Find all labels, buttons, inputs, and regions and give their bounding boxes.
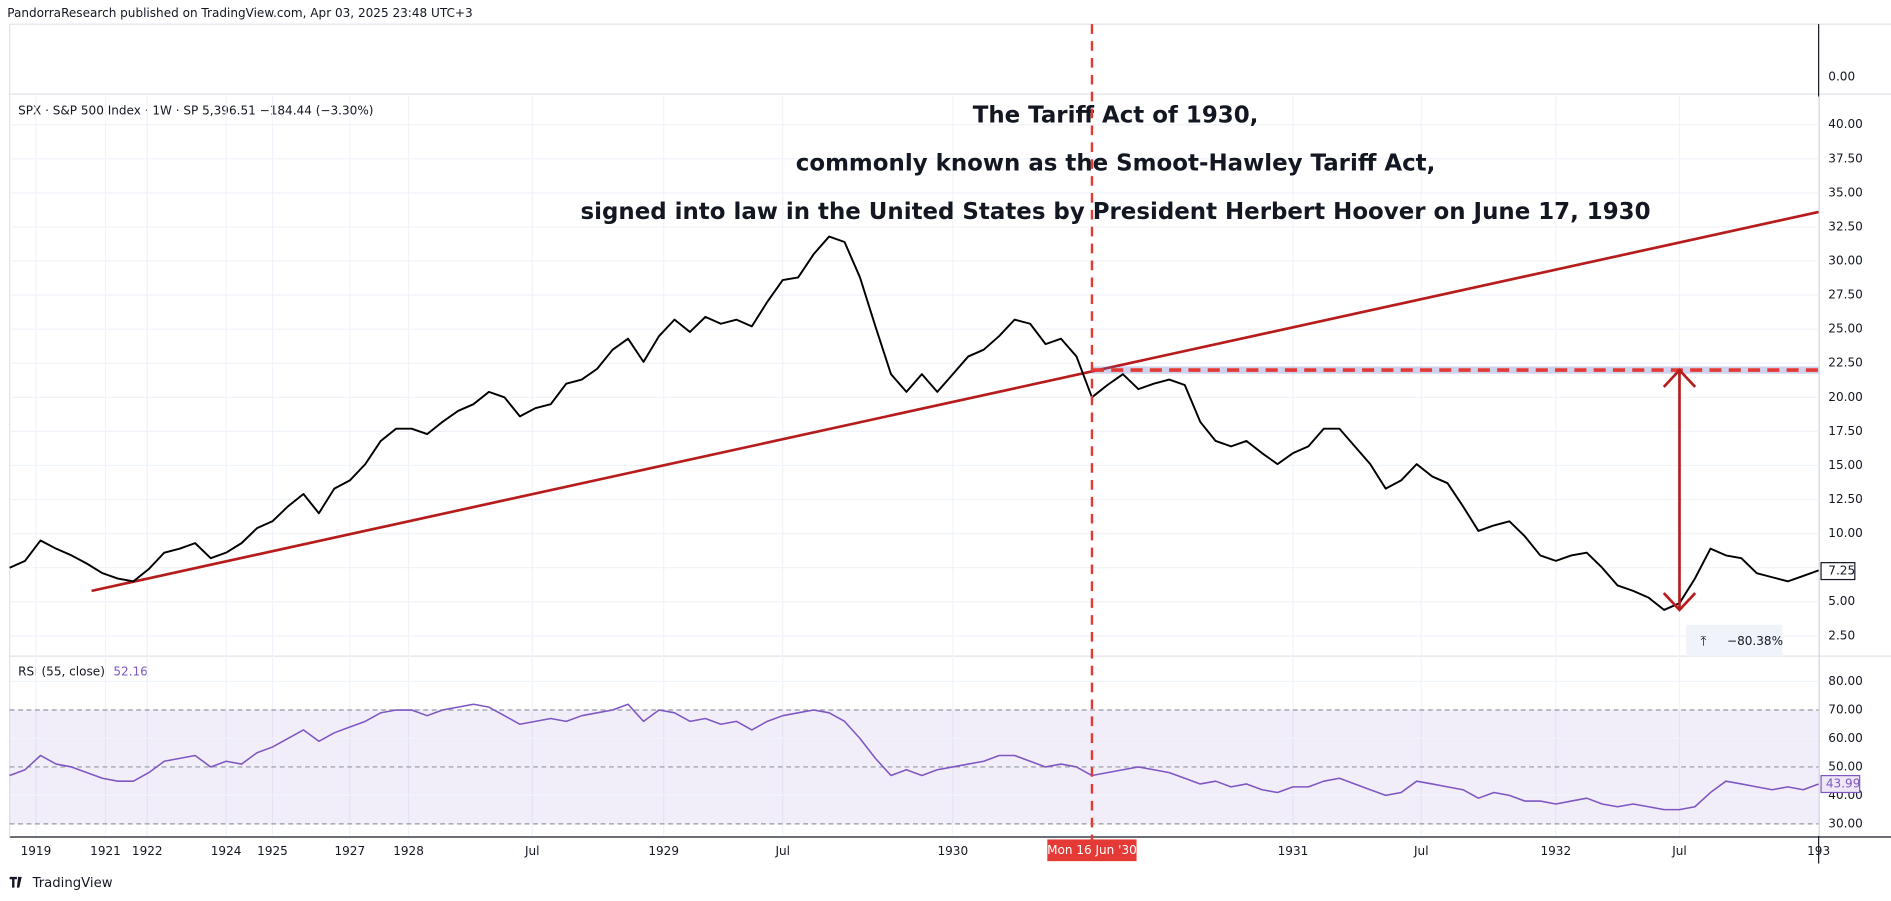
trendline (91, 210, 1819, 593)
y-tick-label: 5.00 (1828, 594, 1855, 608)
x-tick-label: 1927 (334, 844, 365, 858)
rsi-current: 52.16 (113, 664, 148, 678)
y-tick-label: 32.50 (1828, 219, 1862, 233)
x-tick-label: Jul (1413, 844, 1429, 858)
date-marker-label: Mon 16 Jun '30 (1047, 843, 1137, 857)
header: PandorraResearch published on TradingVie… (7, 6, 472, 20)
y-tick-label: 25.00 (1828, 322, 1862, 336)
y-tick-label: 30.00 (1828, 816, 1862, 830)
measure-box (1685, 624, 1783, 657)
y-tick-label: 2.50 (1828, 628, 1855, 642)
y-tick-label: 60.00 (1828, 731, 1862, 745)
y-tick-label: 37.50 (1828, 151, 1862, 165)
measure-label: −80.38% (1727, 634, 1783, 648)
x-tick-label: 1925 (257, 844, 288, 858)
footer: TradingView (32, 876, 113, 891)
x-tick-label: 1919 (21, 844, 52, 858)
annotation-title: The Tariff Act of 1930, (973, 102, 1259, 128)
arrow-head (1662, 592, 1697, 612)
annotation-title: commonly known as the Smoot-Hawley Tarif… (796, 151, 1436, 177)
x-tick-label: 1931 (1278, 844, 1309, 858)
logo-icon (9, 876, 22, 888)
last-rsi-label: 43.99 (1826, 777, 1860, 791)
x-tick-label: 1928 (393, 844, 424, 858)
x-tick-label: 1921 (90, 844, 121, 858)
annotation-title: signed into law in the United States by … (581, 199, 1651, 225)
y-tick-label: 70.00 (1828, 702, 1862, 716)
y-tick-label: 10.00 (1828, 526, 1862, 540)
y-tick-label: 17.50 (1828, 424, 1862, 438)
x-tick-label: Jul (1671, 844, 1687, 858)
x-tick-label: Jul (524, 844, 540, 858)
x-tick-label: 1930 (937, 844, 968, 858)
series-line (9, 703, 1819, 811)
x-tick-label: 1932 (1540, 844, 1571, 858)
y-tick-label: 22.50 (1828, 356, 1862, 370)
y-tick-label: 12.50 (1828, 492, 1862, 506)
last-price-box (1820, 562, 1856, 581)
y-tick-label: 27.50 (1828, 288, 1862, 302)
measure-icon: ⤒ (1700, 635, 1706, 650)
top-pane-tick: 0.00 (1828, 70, 1855, 84)
series-line (9, 235, 1819, 611)
y-tick-label: 50.00 (1828, 759, 1862, 773)
symbol-info: SPX · S&P 500 Index · 1W · SP 5,396.51 −… (18, 104, 373, 118)
x-tick-label: 1924 (211, 844, 242, 858)
x-tick-label: 193 (1807, 844, 1830, 858)
last-rsi-box (1820, 774, 1861, 794)
level-zone (1091, 366, 1819, 374)
y-tick-label: 15.00 (1828, 458, 1862, 472)
arrow-head (1662, 368, 1697, 388)
y-tick-label: 30.00 (1828, 254, 1862, 268)
last-price-label: 7.25 (1828, 564, 1855, 578)
rsi-title: RSI (55, close) (18, 664, 105, 678)
y-tick-label: 40.00 (1828, 117, 1862, 131)
y-tick-label: 20.00 (1828, 390, 1862, 404)
x-tick-label: 1929 (648, 844, 679, 858)
x-tick-label: Jul (774, 844, 790, 858)
x-tick-label: 1922 (132, 844, 163, 858)
logo: TradingView (9, 876, 113, 891)
date-marker-box (1047, 839, 1137, 862)
y-tick-label: 80.00 (1828, 674, 1862, 688)
y-tick-label: 35.00 (1828, 185, 1862, 199)
